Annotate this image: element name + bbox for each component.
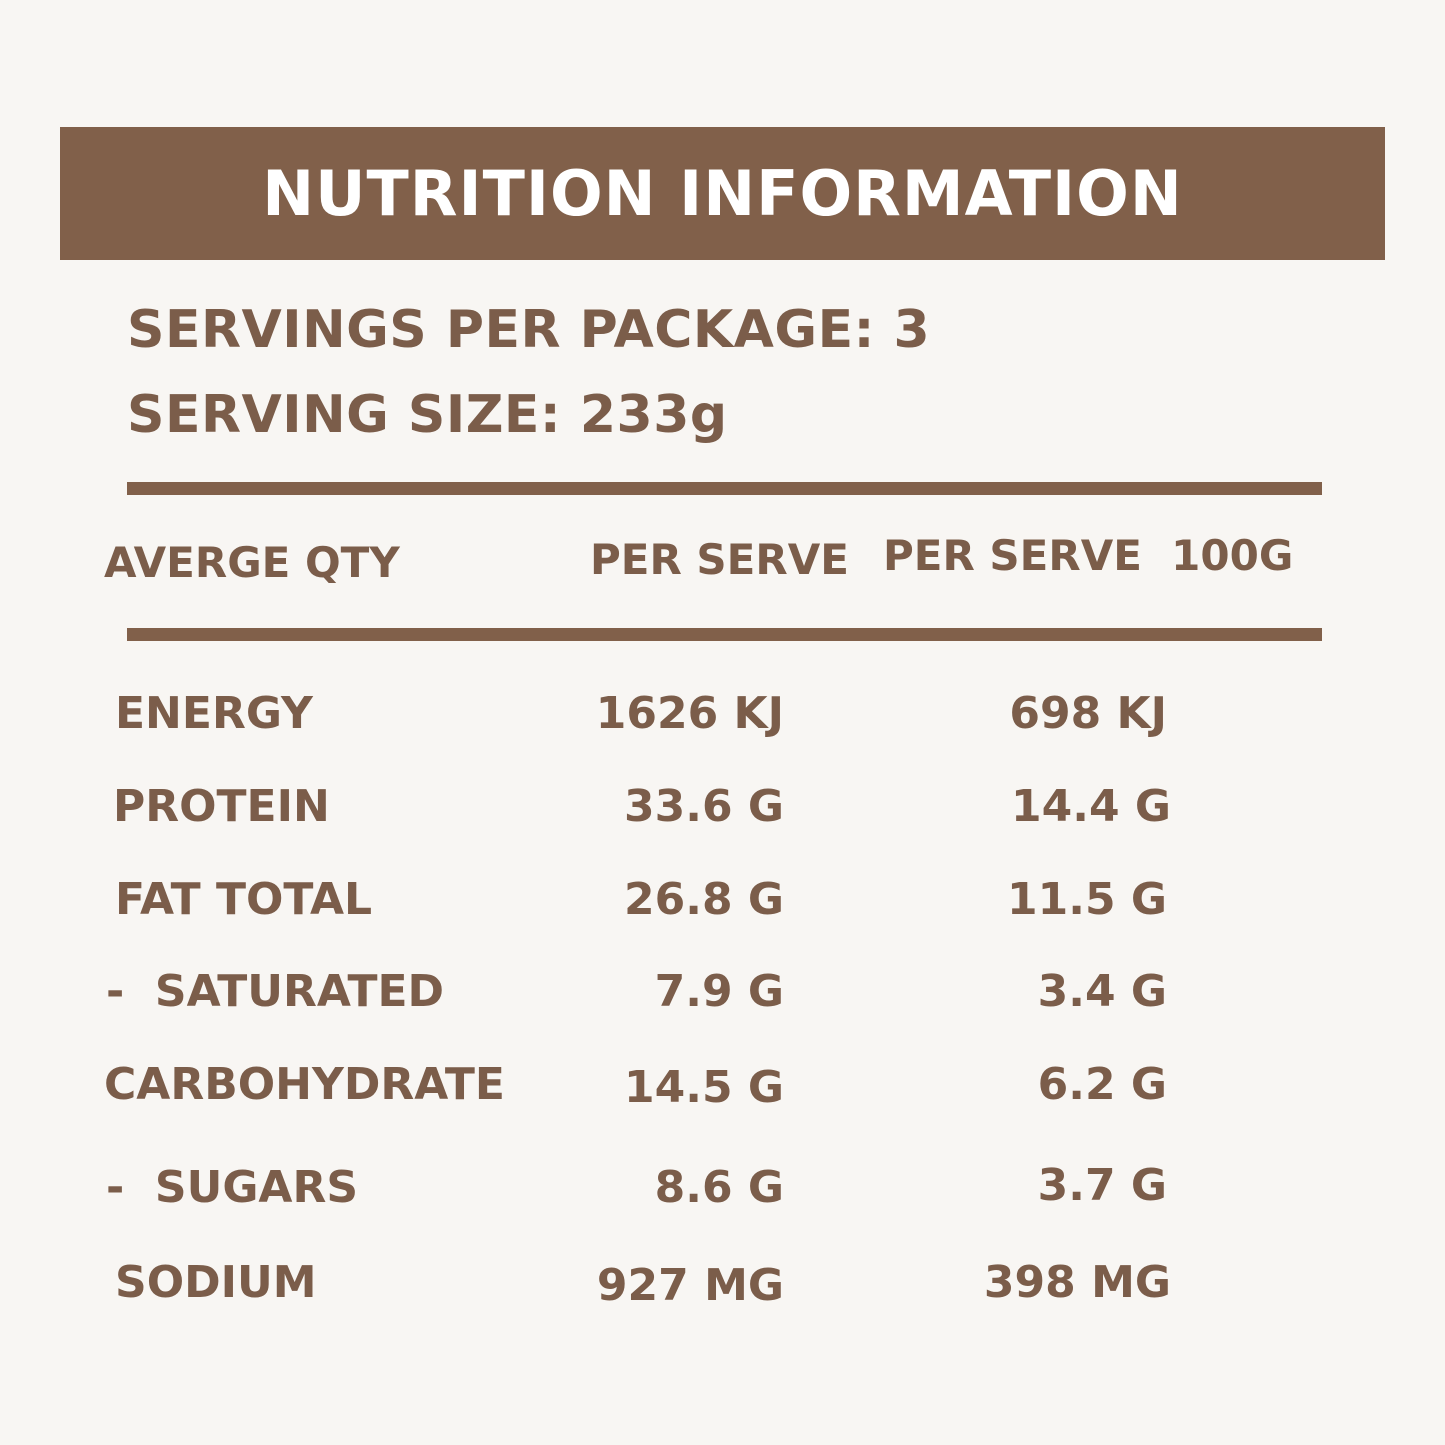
row-label: CARBOHYDRATE bbox=[104, 1059, 505, 1110]
row-value-per-100g: 398 MG bbox=[983, 1257, 1171, 1308]
row-value-per-100g: 3.7 G bbox=[1037, 1160, 1167, 1211]
header-top-divider bbox=[127, 482, 1322, 495]
page-title: NUTRITION INFORMATION bbox=[262, 157, 1183, 230]
row-value-per-serve: 33.6 G bbox=[624, 781, 784, 832]
header-bottom-divider bbox=[127, 628, 1322, 641]
column-header-per-serve: PER SERVE bbox=[590, 535, 849, 584]
row-label: - SATURATED bbox=[106, 966, 445, 1017]
serving-size: SERVING SIZE: 233g bbox=[127, 385, 728, 445]
servings-per-package: SERVINGS PER PACKAGE: 3 bbox=[127, 300, 931, 360]
row-value-per-serve: 14.5 G bbox=[624, 1062, 784, 1113]
column-header-average-qty: AVERGE QTY bbox=[104, 538, 400, 587]
row-value-per-serve: 7.9 G bbox=[654, 966, 784, 1017]
row-label: SODIUM bbox=[115, 1257, 317, 1308]
row-value-per-serve: 1626 KJ bbox=[595, 688, 784, 739]
column-header-per-100g: PER SERVE 100G bbox=[883, 531, 1294, 580]
row-value-per-serve: 26.8 G bbox=[624, 874, 784, 925]
row-value-per-serve: 8.6 G bbox=[654, 1162, 784, 1213]
title-banner: NUTRITION INFORMATION bbox=[60, 127, 1385, 260]
row-value-per-100g: 3.4 G bbox=[1037, 966, 1167, 1017]
row-value-per-100g: 14.4 G bbox=[1011, 781, 1171, 832]
row-label: ENERGY bbox=[115, 688, 313, 739]
row-label: PROTEIN bbox=[113, 781, 330, 832]
row-value-per-100g: 11.5 G bbox=[1007, 874, 1167, 925]
row-label: FAT TOTAL bbox=[115, 874, 373, 925]
row-label: - SUGARS bbox=[106, 1162, 359, 1213]
row-value-per-100g: 6.2 G bbox=[1037, 1059, 1167, 1110]
row-value-per-100g: 698 KJ bbox=[1009, 688, 1167, 739]
row-value-per-serve: 927 MG bbox=[596, 1260, 784, 1311]
